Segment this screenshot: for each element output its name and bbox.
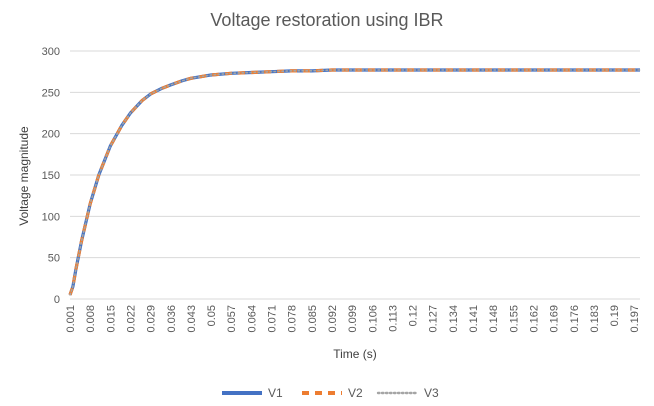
y-axis-ticks: 0 50 100 150 200 250 300 — [42, 46, 60, 306]
x-tick-label: 0.071 — [267, 305, 279, 333]
y-tick-label: 300 — [42, 46, 60, 58]
y-tick-label: 100 — [42, 211, 60, 223]
x-tick-label: 0.12 — [408, 305, 420, 326]
x-axis-label: Time (s) — [333, 347, 377, 361]
x-tick-label: 0.001 — [65, 305, 77, 333]
x-tick-label: 0.127 — [428, 305, 440, 333]
x-tick-label: 0.176 — [569, 305, 581, 333]
x-tick-label: 0.162 — [528, 305, 540, 333]
y-axis-label: Voltage magnitude — [17, 126, 31, 226]
legend-label-v3: V3 — [424, 386, 439, 400]
x-tick-label: 0.078 — [287, 305, 299, 333]
x-tick-label: 0.092 — [327, 305, 339, 333]
series-line-v3 — [69, 69, 641, 296]
x-tick-label: 0.085 — [307, 305, 319, 333]
legend: V1 V2 V3 — [222, 386, 439, 400]
legend-label-v2: V2 — [348, 386, 363, 400]
series-line-v2 — [68, 68, 640, 296]
legend-label-v1: V1 — [268, 386, 283, 400]
x-tick-label: 0.155 — [508, 305, 520, 333]
x-tick-label: 0.008 — [85, 305, 97, 333]
y-tick-label: 0 — [54, 294, 60, 306]
gridlines — [70, 50, 640, 300]
x-tick-label: 0.169 — [549, 305, 561, 333]
series-line-v1 — [68, 68, 640, 296]
x-tick-label: 0.036 — [166, 305, 178, 333]
x-tick-label: 0.099 — [347, 305, 359, 333]
series-lines — [68, 68, 641, 296]
chart-title: Voltage restoration using IBR — [210, 10, 443, 30]
x-tick-label: 0.148 — [488, 305, 500, 333]
x-tick-label: 0.19 — [609, 305, 621, 326]
x-tick-label: 0.183 — [589, 305, 601, 333]
y-tick-label: 200 — [42, 129, 60, 141]
x-tick-label: 0.141 — [468, 305, 480, 333]
y-tick-label: 150 — [42, 170, 60, 182]
x-tick-label: 0.134 — [448, 305, 460, 333]
x-tick-label: 0.113 — [387, 305, 399, 332]
x-axis-ticks: 0.001 0.008 0.015 0.022 0.029 0.036 0.043 0.05 0… — [65, 305, 641, 333]
x-tick-label: 0.064 — [246, 305, 258, 333]
x-tick-label: 0.022 — [125, 305, 137, 333]
x-tick-label: 0.05 — [206, 305, 218, 326]
x-tick-label: 0.197 — [629, 305, 641, 333]
x-tick-label: 0.106 — [367, 305, 379, 333]
x-tick-label: 0.043 — [186, 305, 198, 333]
x-tick-label: 0.029 — [146, 305, 158, 333]
y-tick-label: 250 — [42, 87, 60, 99]
y-tick-label: 50 — [48, 253, 60, 265]
x-tick-label: 0.015 — [105, 305, 117, 333]
x-tick-label: 0.057 — [226, 305, 238, 333]
